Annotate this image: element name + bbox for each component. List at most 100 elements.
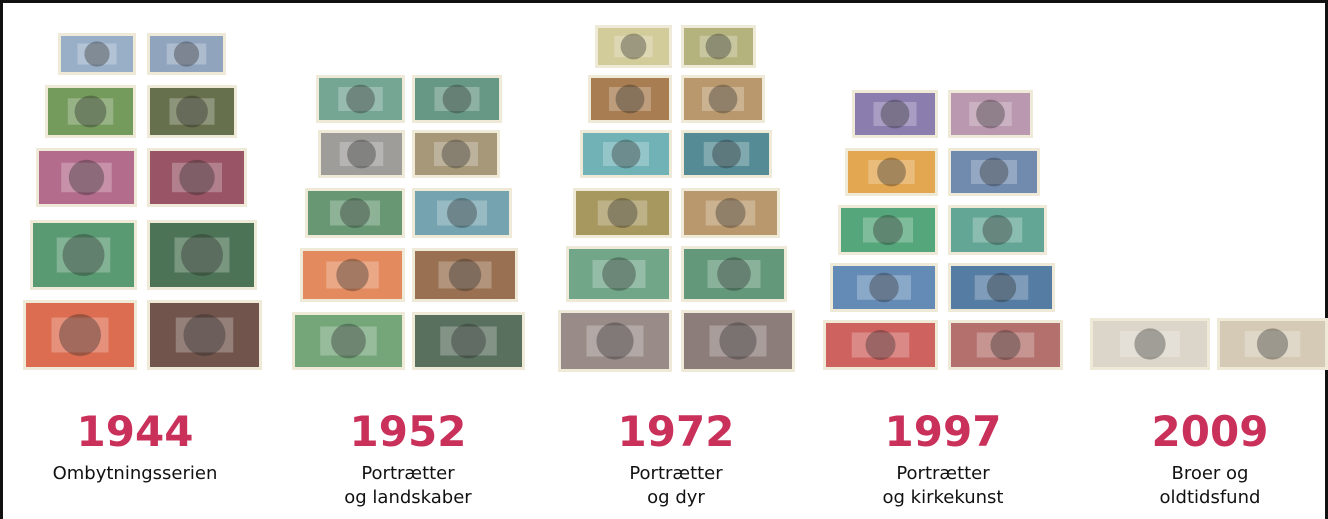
- banknote: [305, 188, 405, 238]
- note-emblem: [880, 99, 910, 129]
- note-panel: [972, 217, 1023, 243]
- note-panel: [169, 98, 215, 125]
- banknote: [573, 188, 672, 238]
- banknote: [681, 130, 772, 178]
- banknote: [300, 248, 405, 302]
- note-panel: [67, 98, 114, 125]
- note-print: [684, 313, 792, 369]
- note-print: [951, 323, 1060, 367]
- banknote: [681, 75, 765, 123]
- note-panel: [609, 87, 651, 111]
- note-print: [583, 133, 669, 175]
- note-print: [684, 133, 769, 175]
- year: 1944: [77, 407, 194, 456]
- year: 2009: [1152, 407, 1269, 456]
- note-print: [598, 28, 669, 65]
- banknote: [147, 300, 262, 370]
- banknote: [830, 263, 938, 312]
- note-panel: [851, 332, 910, 358]
- banknote: [588, 75, 672, 123]
- caption-line: og dyr: [647, 487, 705, 508]
- banknote: [147, 85, 237, 138]
- note-panel: [326, 261, 379, 289]
- note-panel: [1120, 331, 1180, 357]
- year: 1972: [618, 407, 735, 456]
- note-emblem: [873, 215, 903, 245]
- banknotes: [23, 25, 1328, 372]
- note-print: [150, 223, 254, 287]
- note-panel: [971, 160, 1017, 184]
- banknote: [948, 90, 1033, 138]
- note-print: [39, 151, 134, 204]
- note-emblem: [84, 41, 110, 67]
- note-emblem: [59, 314, 101, 356]
- banknote: [681, 25, 756, 68]
- banknote: [318, 130, 405, 178]
- note-panel: [166, 43, 207, 65]
- note-emblem: [448, 258, 482, 292]
- note-print: [684, 191, 777, 235]
- banknote: [566, 246, 672, 302]
- banknote: [316, 75, 405, 123]
- note-emblem: [877, 157, 906, 187]
- note-emblem: [615, 84, 645, 114]
- note-emblem: [451, 323, 486, 359]
- caption-line: Portrætter: [629, 463, 723, 484]
- note-print: [61, 36, 133, 72]
- note-print: [415, 251, 515, 299]
- note-print: [295, 315, 402, 367]
- note-print: [48, 88, 133, 135]
- note-emblem: [336, 258, 369, 292]
- note-print: [591, 78, 669, 120]
- note-emblem: [68, 159, 105, 196]
- note-panel: [699, 35, 738, 58]
- note-emblem: [986, 272, 1017, 303]
- note-emblem: [719, 322, 757, 360]
- note-panel: [857, 275, 911, 300]
- note-emblem: [708, 84, 738, 114]
- note-print: [319, 78, 402, 120]
- year: 1997: [885, 407, 1002, 456]
- note-emblem: [447, 198, 477, 228]
- note-panel: [61, 162, 112, 193]
- banknote: [412, 312, 525, 370]
- banknote: [681, 246, 787, 302]
- note-print: [415, 191, 509, 235]
- note-print: [150, 88, 234, 135]
- note-panel: [434, 87, 480, 111]
- banknote: [412, 75, 502, 123]
- banknote: [948, 320, 1063, 370]
- note-print: [1220, 321, 1325, 367]
- note-print: [415, 315, 522, 367]
- note-print: [841, 208, 935, 252]
- note-panel: [51, 317, 109, 353]
- note-emblem: [1256, 328, 1289, 360]
- note-panel: [709, 325, 767, 357]
- note-print: [951, 151, 1037, 193]
- note-emblem: [982, 215, 1013, 245]
- note-panel: [338, 87, 383, 111]
- banknote: [45, 85, 136, 138]
- banknote: [558, 310, 672, 372]
- note-panel: [172, 162, 222, 193]
- note-panel: [873, 102, 917, 126]
- note-emblem: [596, 322, 634, 360]
- note-emblem: [979, 157, 1009, 187]
- note-panel: [77, 43, 117, 65]
- note-panel: [703, 142, 750, 166]
- note-panel: [707, 260, 761, 288]
- note-print: [951, 93, 1030, 135]
- note-panel: [339, 142, 384, 166]
- banknote: [852, 90, 938, 138]
- banknote: [845, 148, 938, 196]
- note-panel: [969, 102, 1012, 126]
- caption-line: oldtidsfund: [1160, 487, 1261, 508]
- note-print: [561, 313, 669, 369]
- note-emblem: [176, 95, 208, 128]
- note-emblem: [602, 257, 636, 291]
- note-panel: [440, 326, 497, 356]
- note-emblem: [340, 198, 370, 228]
- note-emblem: [441, 139, 471, 169]
- banknote: [23, 300, 137, 370]
- note-panel: [976, 332, 1035, 358]
